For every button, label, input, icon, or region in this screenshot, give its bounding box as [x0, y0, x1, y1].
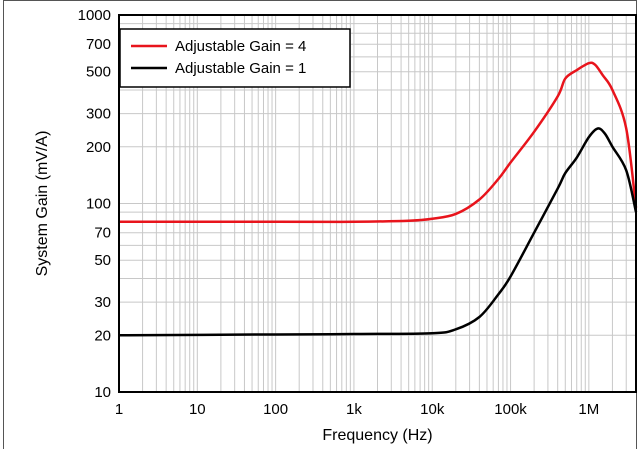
- x-tick-label: 10: [189, 401, 206, 418]
- y-tick-label: 50: [94, 252, 111, 269]
- x-tick-label: 100: [263, 401, 288, 418]
- y-tick-label: 100: [86, 196, 111, 213]
- y-tick-label: 700: [86, 36, 111, 53]
- y-tick-label: 10: [94, 384, 111, 401]
- y-tick-label: 300: [86, 106, 111, 123]
- tick-labels: 1 10 100 1k 10k 100k 1M10203050701002003005007…: [78, 7, 600, 418]
- y-tick-label: 70: [94, 225, 111, 242]
- x-tick-label: 1k: [346, 401, 362, 418]
- x-tick-label: 1M: [578, 401, 599, 418]
- series-group: [118, 61, 638, 337]
- y-tick-label: 500: [86, 64, 111, 81]
- series-line-gain-1: [118, 127, 638, 337]
- y-tick-label: 30: [94, 294, 111, 311]
- x-tick-label: 10k: [420, 401, 445, 418]
- legend-box: [119, 28, 351, 88]
- plot-area-border: [118, 14, 637, 393]
- y-tick-label: 20: [94, 327, 111, 344]
- x-axis-label: Frequency (Hz): [322, 427, 432, 444]
- legend-label-gain-4: Adjustable Gain = 4: [175, 38, 306, 55]
- x-tick-label: 1: [115, 401, 123, 418]
- y-tick-label: 200: [86, 139, 111, 156]
- y-tick-label: 1000: [78, 7, 111, 24]
- series-line-gain-4: [119, 61, 638, 224]
- x-tick-label: 100k: [494, 401, 527, 418]
- legend-label-gain-1: Adjustable Gain = 1: [175, 60, 306, 77]
- legend: Adjustable Gain = 4 Adjustable Gain = 1: [119, 28, 351, 88]
- y-axis-label: System Gain (mV/A): [34, 131, 51, 277]
